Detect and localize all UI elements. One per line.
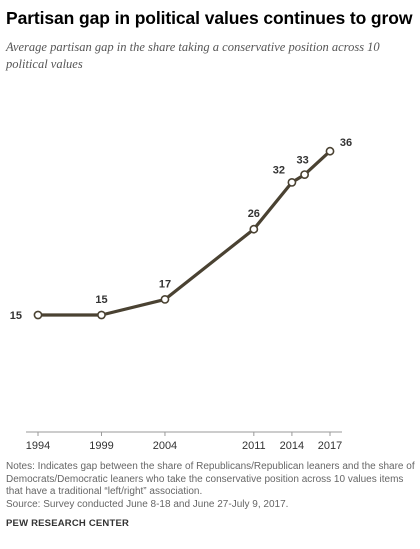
x-tick-label: 1999 (89, 440, 113, 452)
source-organization: PEW RESEARCH CENTER (6, 518, 130, 529)
data-label: 15 (95, 294, 107, 306)
data-label: 17 (159, 278, 171, 290)
chart-title: Partisan gap in political values continu… (6, 8, 413, 28)
notes-text: Notes: Indicates gap between the share o… (6, 461, 415, 497)
x-tick-label: 2014 (280, 440, 304, 452)
data-label: 15 (10, 310, 22, 322)
data-point (249, 224, 259, 234)
survey-source-text: Source: Survey conducted June 8-18 and J… (6, 498, 289, 510)
x-tick-label: 1994 (26, 440, 50, 452)
chart-subtitle: Average partisan gap in the share taking… (6, 40, 380, 71)
data-point (33, 310, 43, 320)
data-point (160, 294, 170, 304)
data-label: 32 (273, 164, 285, 176)
data-label: 33 (296, 155, 308, 167)
line-chart: 1994 1999 2004 2011 2014 2017 15 15 17 26 32 33 36 (10, 137, 352, 452)
x-tick-label: 2011 (242, 440, 266, 452)
chart-notes: Notes: Indicates gap between the share o… (6, 461, 416, 511)
series-line (36, 149, 332, 317)
x-tick-label: 2017 (318, 440, 342, 452)
x-tick-label: 2004 (153, 440, 177, 452)
data-point (300, 170, 310, 179)
data-point (97, 310, 106, 320)
data-label: 36 (340, 137, 352, 149)
data-label: 26 (248, 208, 260, 220)
data-point (325, 146, 335, 156)
data-point (287, 178, 297, 187)
